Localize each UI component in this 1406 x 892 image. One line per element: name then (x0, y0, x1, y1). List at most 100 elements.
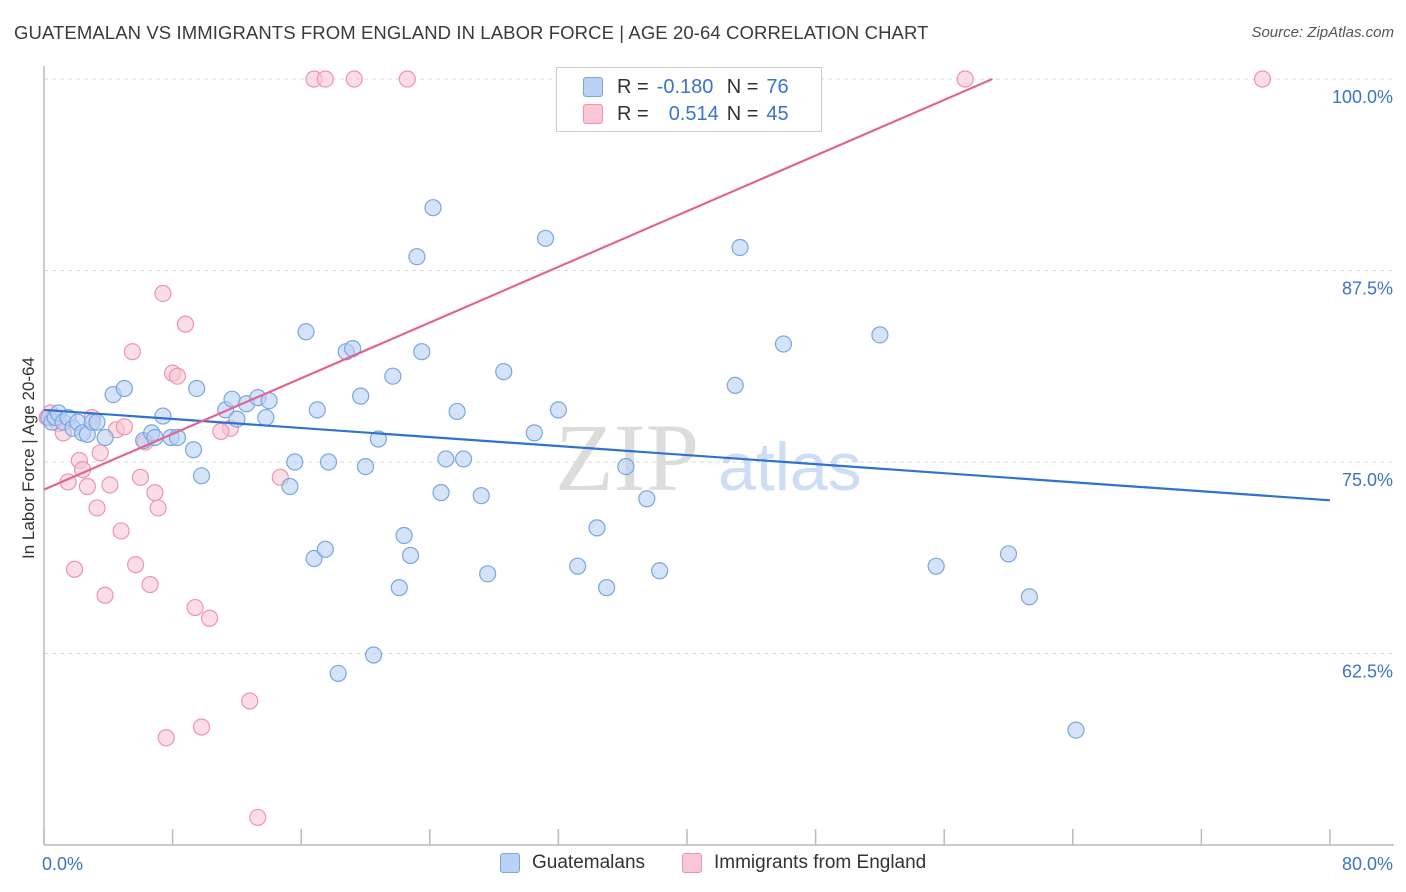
data-point (319, 453, 338, 471)
data-point (413, 343, 431, 361)
data-point (249, 808, 267, 827)
legend-r-value: 0.514 (668, 102, 719, 125)
data-point (65, 560, 84, 578)
data-point (257, 408, 275, 427)
series-label: Immigrants from England (714, 852, 927, 873)
data-point (141, 575, 159, 594)
data-point (495, 363, 513, 381)
data-point (316, 70, 334, 88)
data-point (154, 407, 172, 425)
legend-n-label: N = (726, 102, 759, 125)
y-tick-label: 100.0% (1332, 87, 1393, 107)
legend-row-guatemalans: R = -0.180 N = 76 (583, 75, 789, 99)
data-point (316, 540, 334, 558)
source-credit: Source: ZipAtlas.com (1251, 24, 1394, 41)
data-point (356, 457, 375, 476)
y-tick-label: 87.5% (1342, 279, 1393, 299)
legend-r-label: R = (617, 102, 649, 125)
legend-n-label: N = (726, 75, 759, 98)
data-point (437, 450, 455, 468)
series-legend-guatemalans: Guatemalans (500, 852, 645, 874)
data-point (401, 546, 420, 565)
y-tick-label: 62.5% (1342, 662, 1393, 682)
x-tick-label: 80.0% (1342, 854, 1393, 874)
data-point (305, 549, 323, 568)
legend-swatch-blue (583, 77, 603, 97)
data-point (96, 428, 114, 447)
data-point (308, 401, 326, 419)
data-point (88, 413, 106, 431)
watermark-zip: ZIP (555, 404, 699, 511)
data-point (345, 70, 363, 88)
data-point (127, 556, 145, 574)
data-point (1067, 721, 1085, 739)
data-point (999, 545, 1018, 563)
data-point (408, 248, 426, 266)
data-point (369, 430, 387, 448)
data-point (525, 424, 543, 442)
data-point (479, 565, 497, 583)
trend-line-guatemalans (43, 408, 1331, 502)
data-point (638, 490, 656, 508)
legend-n-value: 45 (766, 102, 789, 125)
legend-row-england: R = 0.514 N = 45 (583, 102, 789, 126)
data-point (176, 315, 195, 333)
correlation-legend: R = -0.180 N = 76 R = 0.514 N = 45 (556, 67, 822, 132)
data-point (157, 729, 175, 747)
data-point (297, 323, 315, 341)
data-point (184, 441, 203, 459)
trend-lines (43, 77, 1331, 502)
data-point (168, 367, 187, 385)
data-point (200, 609, 219, 627)
data-point (212, 422, 230, 440)
data-point (101, 476, 119, 494)
data-point (651, 562, 669, 580)
data-point (927, 557, 945, 575)
x-tick-label: 0.0% (42, 854, 83, 874)
data-point (536, 229, 555, 247)
data-point (1020, 588, 1038, 606)
data-point (956, 70, 974, 88)
y-tick-label: 75.0% (1342, 470, 1393, 490)
data-point (286, 453, 304, 471)
series-swatch-blue (500, 853, 520, 873)
data-point (352, 387, 370, 405)
data-point (448, 402, 466, 421)
data-point (569, 557, 587, 575)
legend-r-value: -0.180 (656, 75, 714, 98)
data-point (384, 367, 402, 385)
data-point (472, 487, 490, 505)
data-point (774, 335, 793, 353)
legend-n-value: 76 (766, 75, 789, 98)
data-point (186, 598, 204, 617)
data-point (454, 450, 473, 468)
data-point (329, 664, 347, 683)
data-point (123, 343, 142, 361)
data-point (617, 457, 635, 476)
tick-labels: 62.5% 75.0% 87.5% 100.0% 0.0% 80.0% (42, 87, 1393, 874)
data-point (1253, 70, 1272, 88)
series-swatch-pink (682, 853, 702, 873)
data-point (112, 522, 130, 540)
data-point (281, 477, 299, 496)
data-point (598, 579, 616, 597)
trend-line-england (43, 77, 993, 491)
chart-title: GUATEMALAN VS IMMIGRANTS FROM ENGLAND IN… (14, 22, 929, 43)
watermark: ZIP atlas (555, 404, 862, 511)
legend-swatch-pink (583, 104, 603, 124)
data-point (188, 379, 206, 398)
data-point (398, 70, 416, 88)
data-point (731, 238, 749, 257)
legend-r-label: R = (617, 75, 649, 98)
data-point (146, 484, 164, 502)
data-point (96, 586, 114, 604)
axes (43, 66, 1394, 846)
series-legend-england: Immigrants from England (682, 852, 926, 874)
data-point (390, 579, 408, 597)
data-point (241, 692, 259, 710)
watermark-atlas: atlas (718, 429, 862, 505)
data-point (588, 519, 606, 537)
data-point (424, 199, 442, 217)
y-axis-label: In Labor Force | Age 20-64 (19, 357, 38, 559)
